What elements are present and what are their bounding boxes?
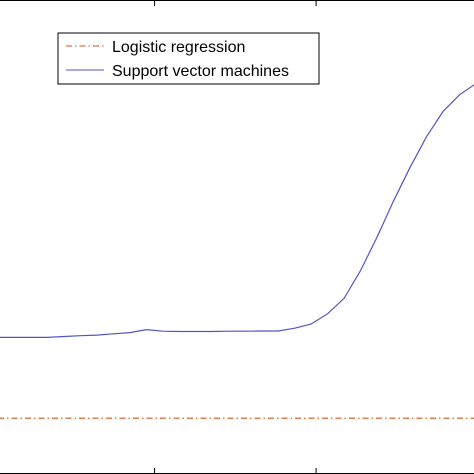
series-layer [0,84,474,419]
legend-box [57,32,320,85]
legend-label-support-vector-machines: Support vector machines [112,63,289,80]
axis-ticks [154,0,317,474]
series-line-support-vector-machines [0,84,474,338]
legend: Logistic regression Support vector machi… [57,32,320,85]
legend-label-logistic-regression: Logistic regression [112,39,245,56]
